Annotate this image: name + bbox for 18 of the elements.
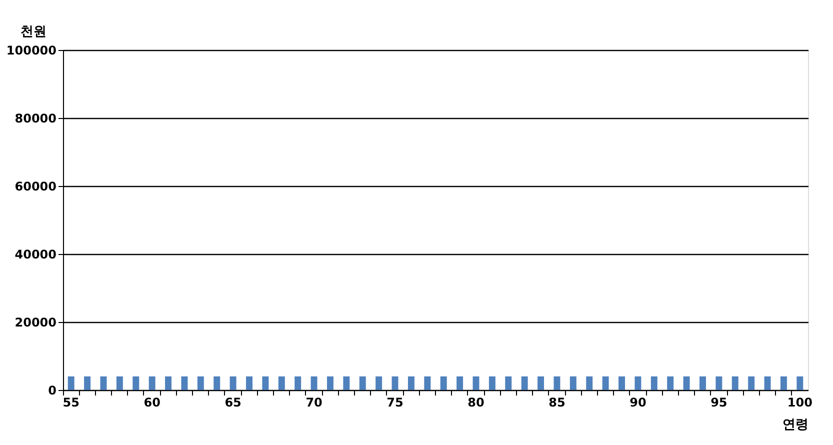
y-tick-label: 40000: [14, 248, 56, 262]
x-tick-label: 85: [548, 396, 566, 410]
x-tick-label: 55: [62, 396, 80, 410]
x-tick-label: 95: [710, 396, 728, 410]
x-axis-title: 연령: [782, 418, 808, 432]
y-tick-label: 0: [48, 384, 56, 398]
y-tick-label: 100000: [6, 44, 56, 58]
y-tick-label: 20000: [14, 316, 56, 330]
x-tick-label: 70: [306, 396, 322, 410]
y-tick-label: 80000: [14, 112, 56, 126]
x-tick-label: 90: [630, 396, 646, 410]
y-tick-label: 60000: [14, 180, 56, 194]
x-tick-label: 65: [224, 396, 242, 410]
x-tick-label: 75: [386, 396, 404, 410]
y-axis-title: 천원: [20, 24, 46, 40]
x-tick-label: 100: [787, 396, 812, 410]
x-tick-label: 60: [144, 396, 160, 410]
x-tick-label: 80: [468, 396, 484, 410]
